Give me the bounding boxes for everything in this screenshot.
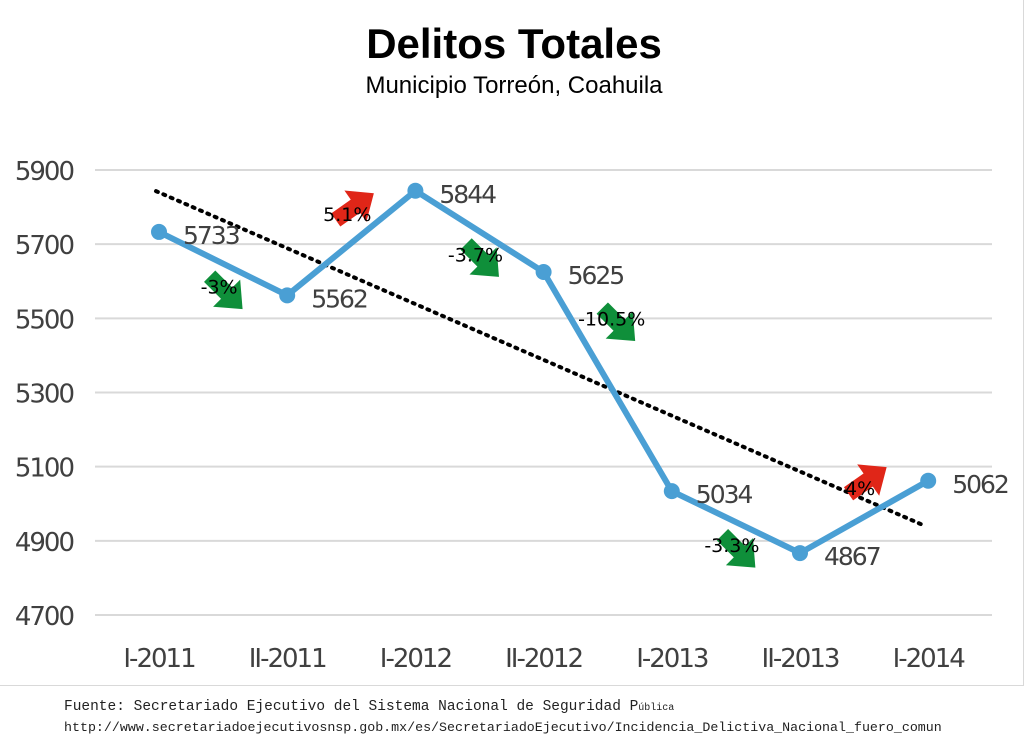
x-tick-label: II-2012 [505,644,582,674]
gridlines [95,169,992,616]
data-labels: 5733 5562 5844 5625 5034 4867 5062 [183,180,1010,571]
change-arrow-down [460,238,499,277]
arrow-shape [843,464,887,501]
y-tick-label: 5900 [15,157,74,187]
change-arrow-up [843,464,887,501]
arrow-shape [460,238,499,277]
arrow-shape [716,529,756,568]
data-label: 5562 [311,284,367,313]
y-tick-label: 5500 [15,305,74,335]
change-label: -3.7% [448,244,503,266]
x-axis-ticks: I-2011 II-2011 I-2012 II-2012 I-2013 II-2013 I… [123,644,967,674]
chart-area: Delitos Totales Municipio Torreón, Coahu… [0,0,1024,686]
x-tick-label: I-2012 [380,644,451,674]
arrow-shape [204,270,243,310]
arrow-shape [331,190,374,227]
y-tick-label: 4700 [15,602,74,632]
source-url: http://www.secretariadoejecutivosnsp.gob… [64,720,942,735]
change-arrow-down [596,302,636,342]
x-tick-label: I-2013 [636,644,708,674]
change-label: 5.1% [323,204,371,226]
chart-title: Delitos Totales [366,20,662,67]
data-label: 5625 [568,261,624,290]
y-axis-ticks: 4700 4900 5100 5300 5500 5700 5900 [15,157,76,632]
y-tick-label: 5700 [15,231,74,261]
source-footer: Fuente: Secretariado Ejecutivo del Siste… [0,686,1024,738]
change-label: -3% [201,277,238,299]
data-point [535,263,552,280]
y-tick-label: 5300 [15,380,74,410]
y-tick-label: 5100 [15,454,74,484]
line-chart: Delitos Totales Municipio Torreón, Coahu… [15,20,1010,674]
trendline [154,189,928,528]
data-point [279,287,296,304]
chart-subtitle: Municipio Torreón, Coahuila [365,72,663,99]
source-text: Fuente: Secretariado Ejecutivo del Siste… [64,696,674,720]
data-point [792,545,808,562]
trendline-group [154,189,928,528]
change-label: -3.3% [704,535,759,557]
arrow-shape [596,302,636,342]
series-group [151,182,937,562]
data-point [920,472,937,489]
change-label: 4% [845,478,875,500]
x-tick-label: II-2013 [762,644,839,674]
data-point [151,223,167,240]
data-point [663,483,680,500]
change-label: -10.5% [578,309,645,331]
change-arrow-down [204,270,243,310]
data-label: 5844 [439,180,496,209]
data-label: 5034 [696,480,753,509]
data-label: 5062 [952,470,1008,499]
change-arrow-down [716,529,756,568]
y-tick-label: 4900 [15,528,74,558]
change-arrows: -3% 5.1% -3.7% -10.5% -3.3% 4% [201,190,887,568]
change-arrow-up [331,190,374,227]
source-prefix: Fuente: Secretariado Ejecutivo del Siste… [64,699,639,715]
x-tick-label: I-2011 [123,644,195,674]
source-suffix: ública [638,703,675,714]
x-tick-label: I-2014 [893,644,966,674]
data-label: 5733 [183,221,239,250]
data-point [407,182,424,199]
x-tick-label: II-2011 [249,644,326,674]
data-label: 4867 [824,542,880,571]
